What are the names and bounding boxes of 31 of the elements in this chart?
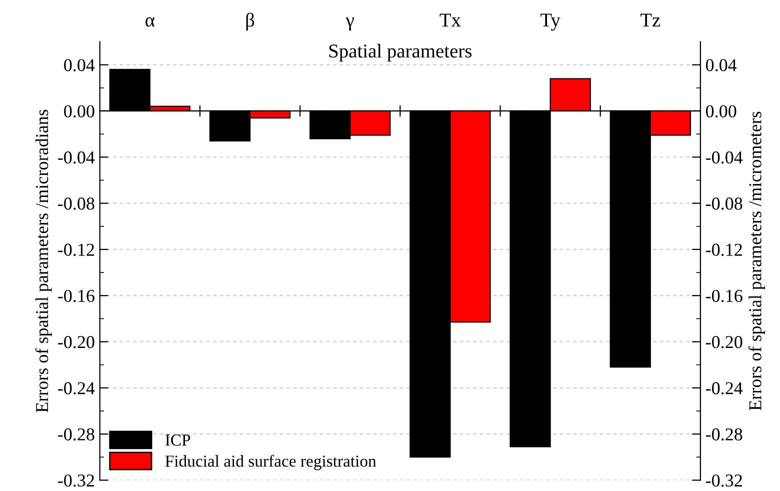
x-tick-label: Tz [640,14,660,26]
x-tick-label: β [246,12,254,31]
y-tick-label: -0.04 [58,151,95,164]
x-tick-label: Ty [540,14,560,31]
y-tick-label: -0.24 [58,382,95,394]
y2-tick-label: -0.20 [706,336,742,348]
y-tick-label: 0.04 [64,59,95,72]
x-tick-label: γ [346,18,354,31]
y-axis-title: Errors of spatial parameters /microradians [35,110,52,412]
y2-tick-label: -0.32 [706,474,742,487]
y2-tick-label: 0.04 [706,59,737,72]
x-tick-label: α [146,17,155,27]
y-tick-label: -0.28 [58,428,94,441]
y2-axis-title: Errors of spatial parameters /micrometers [748,112,766,410]
y-tick-label: -0.08 [58,198,94,210]
y2-tick-label: -0.24 [706,382,743,394]
y-tick-label: -0.20 [58,336,94,348]
y2-tick-label: -0.12 [706,244,742,256]
y2-tick-label: -0.08 [706,198,742,210]
y-tick-label: -0.32 [58,474,94,487]
y-tick-label: -0.16 [58,290,94,302]
x-axis-title: Spatial parameters [329,44,472,62]
y2-tick-label: -0.04 [706,151,743,164]
y-tick-label: -0.12 [58,244,94,256]
legend-label: Fiducial aid surface registration [165,454,376,470]
legend-label: ICP [165,434,190,446]
y2-tick-label: -0.16 [706,290,742,302]
y2-tick-label: 0.00 [706,105,736,118]
y-tick-label: 0.00 [64,105,94,118]
x-tick-label: Tx [440,14,461,26]
y2-tick-label: -0.28 [706,428,742,441]
